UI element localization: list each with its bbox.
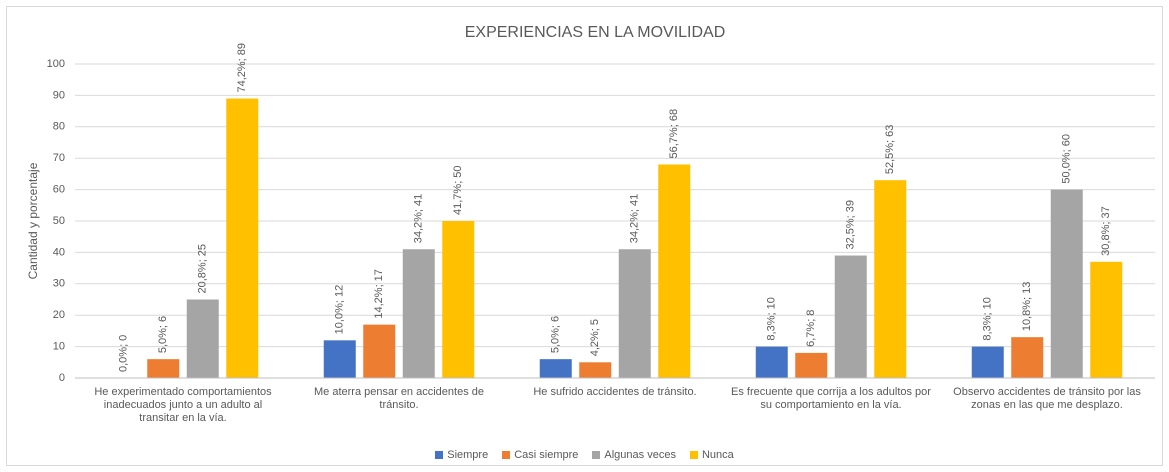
legend-label: Nunca — [701, 449, 734, 461]
bar — [795, 352, 828, 378]
bar — [1011, 337, 1044, 378]
bar — [1050, 189, 1083, 378]
data-label: 8,3%; 10 — [766, 297, 778, 340]
y-tick-label: 50 — [53, 215, 65, 227]
data-label: 5,0%; 6 — [550, 316, 562, 353]
bar — [147, 359, 180, 378]
legend-item: Nunca — [689, 449, 734, 461]
data-label: 56,7%; 68 — [668, 109, 680, 159]
data-label: 50,0%; 60 — [1061, 134, 1073, 184]
bar — [442, 221, 475, 378]
bar — [323, 340, 356, 378]
data-label: 10,8%; 13 — [1021, 282, 1033, 332]
data-label: 20,8%; 25 — [197, 244, 209, 294]
bar — [186, 299, 219, 378]
x-tick-label: Observo accidentes de tránsito por las z… — [953, 386, 1141, 411]
data-label: 32,5%; 39 — [845, 200, 857, 250]
data-label: 30,8%; 37 — [1100, 206, 1112, 256]
bar — [402, 249, 435, 378]
bar — [618, 249, 651, 378]
y-tick-label: 90 — [53, 89, 65, 101]
data-label: 14,2%; 17 — [373, 269, 385, 319]
bar — [579, 362, 612, 378]
y-tick-label: 40 — [53, 246, 65, 258]
data-label: 5,0%; 6 — [157, 316, 169, 353]
y-axis-label: Cantidad y porcentaje — [26, 162, 40, 279]
legend-item: Siempre — [435, 449, 488, 461]
x-tick-label: Es frecuente que corrija a los adultos p… — [731, 386, 931, 411]
data-label: 34,2%; 41 — [413, 194, 425, 244]
legend-swatch — [689, 451, 698, 459]
bar — [658, 164, 691, 378]
data-label: 74,2%; 89 — [236, 43, 248, 93]
legend-label: Algunas veces — [604, 449, 676, 461]
bar — [1090, 261, 1123, 378]
y-tick-label: 30 — [53, 278, 65, 290]
chart-title: EXPERIENCIAS EN LA MOVILIDAD — [465, 24, 726, 41]
y-tick-label: 60 — [53, 184, 65, 196]
data-label: 10,0%; 12 — [334, 285, 346, 335]
bar — [539, 359, 572, 378]
legend: Siempre Casi siempre Algunas veces Nunca — [0, 449, 1169, 461]
data-label: 4,2%; 5 — [589, 319, 601, 356]
legend-label: Siempre — [447, 449, 489, 461]
data-label: 52,5%; 63 — [884, 125, 896, 175]
data-label: 8,3%; 10 — [982, 297, 994, 340]
y-tick-label: 20 — [53, 309, 65, 321]
y-tick-label: 80 — [53, 121, 65, 133]
y-tick-label: 0 — [59, 372, 65, 384]
bar — [363, 324, 396, 378]
bar — [226, 98, 259, 378]
legend-swatch — [435, 451, 444, 459]
bar — [834, 255, 867, 378]
x-tick-label: He experimentado comportamientos inadecu… — [94, 386, 272, 424]
bar — [971, 346, 1004, 378]
data-label: 0,0%; 0 — [118, 335, 130, 372]
y-tick-label: 10 — [53, 341, 65, 353]
legend-swatch — [592, 451, 601, 459]
y-tick-label: 100 — [47, 58, 65, 70]
y-tick-label: 70 — [53, 152, 65, 164]
legend-swatch — [502, 451, 511, 459]
bar — [874, 180, 907, 378]
data-label: 34,2%; 41 — [629, 194, 641, 244]
x-tick-label: He sufrido accidentes de tránsito. — [533, 386, 697, 398]
data-label: 41,7%; 50 — [452, 165, 464, 215]
legend-item: Casi siempre — [502, 449, 578, 461]
x-tick-label: Me aterra pensar en accidentes de tránsi… — [314, 386, 484, 411]
chart-border — [6, 6, 1163, 466]
legend-label: Casi siempre — [514, 449, 579, 461]
data-label: 6,7%; 8 — [805, 310, 817, 347]
legend-item: Algunas veces — [592, 449, 676, 461]
bar — [755, 346, 788, 378]
